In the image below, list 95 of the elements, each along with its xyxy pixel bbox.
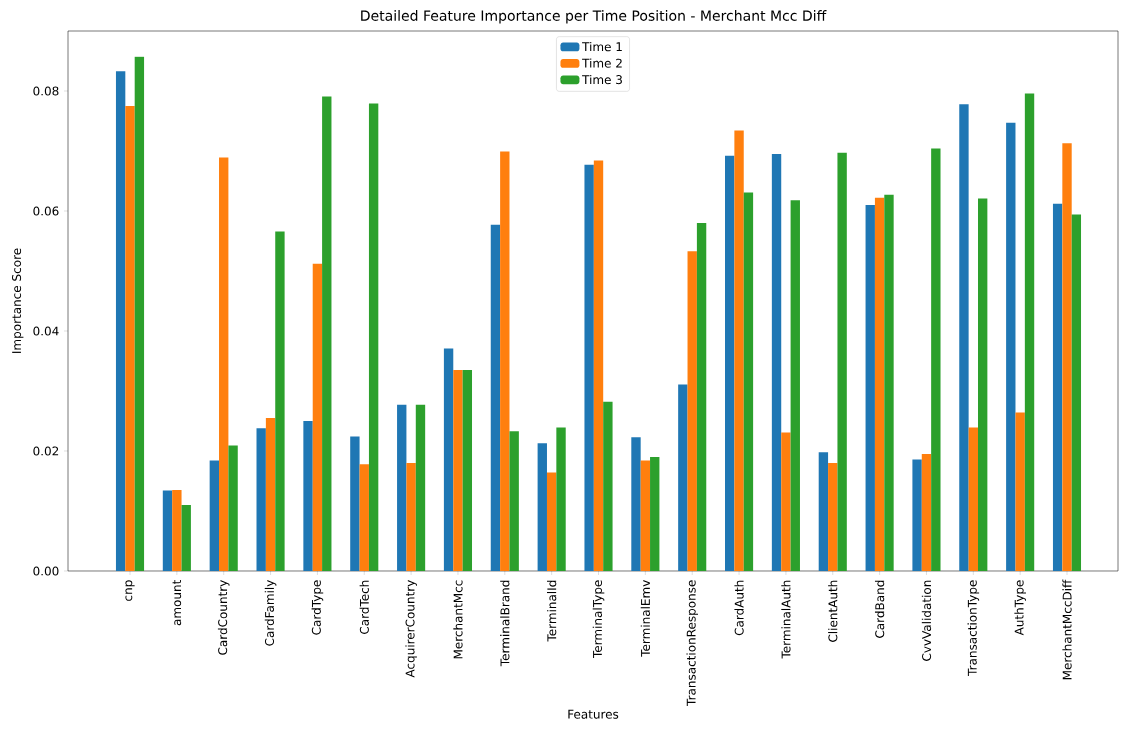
bar [275,231,285,571]
bar [931,148,941,571]
bar [1071,214,1082,571]
bar [1052,203,1063,571]
bar [771,154,782,571]
bar [959,104,969,571]
bar [640,460,651,571]
bar [1062,143,1072,571]
bar [322,96,332,571]
bar [687,251,697,571]
bar [790,200,800,571]
x-tick-label: CardFamily [264,580,277,646]
bar [219,157,229,571]
bar [462,370,473,571]
bar [500,151,510,571]
bar [556,427,566,571]
bar [884,194,894,571]
x-tick-label: ClientAuth [828,580,838,642]
x-tick-label: TerminalBrand [500,580,510,667]
bar [415,404,426,571]
bar [696,223,707,571]
y-tick-label: 0.04 [33,326,59,336]
bar [781,432,791,571]
bar [125,106,135,571]
legend-label: Time 3 [582,74,622,85]
bar [509,431,519,571]
bar [818,452,829,571]
bar [115,71,126,571]
x-tick-label: TransactionType [967,580,980,676]
y-tick-label: 0.00 [33,566,59,576]
x-tick-label: CvvValidation [921,580,932,661]
bar [631,437,641,571]
x-tick-label: TerminalType [592,580,605,659]
x-tick-label: AuthType [1014,580,1026,636]
x-tick-label: TerminalEmv [640,580,650,657]
legend-label: Time 1 [582,42,622,52]
x-tick-label: TransactionResponse [686,580,699,707]
x-tick-label: CardTech [359,580,369,634]
x-tick-label: CardBand [874,580,885,638]
x-tick-label: CardCountry [217,580,230,655]
bar [865,205,875,571]
bar [968,427,978,571]
bar [743,192,754,571]
bar [490,224,501,571]
bar [172,490,182,571]
bar [209,460,220,571]
x-tick-label: CardAuth [734,580,744,636]
bar [181,505,191,571]
bar [256,428,266,571]
bar [1024,93,1035,571]
bar [406,463,416,571]
bar [734,130,744,571]
x-tick-label: cnp [125,580,135,601]
x-tick-label: AcquirerCountry [405,580,417,678]
bar [443,348,454,571]
bar [359,464,369,571]
bar [912,459,922,571]
bar [1006,122,1016,571]
x-tick-label: CardType [311,580,324,635]
bar [1015,412,1025,571]
bar [874,197,885,571]
bar [228,445,238,571]
bar [828,463,838,571]
y-tick-label: 0.08 [33,86,59,96]
bar [134,56,145,571]
bar [921,454,932,571]
bar [678,384,688,571]
bar [837,152,847,571]
bar [162,490,173,571]
bar [650,457,660,571]
bar [584,164,594,571]
bar [397,404,407,571]
y-tick-label: 0.06 [33,206,59,216]
x-tick-label: MerchantMccDiff [1062,579,1072,680]
x-tick-label: MerchantMcc [453,580,463,659]
x-tick-label: TerminalAuth [781,580,791,659]
y-tick-label: 0.02 [33,446,59,456]
chart-title: Detailed Feature Importance per Time Position - Merchant Mcc Diff [361,10,827,24]
bar [265,418,276,571]
bar [546,472,557,571]
bar [978,198,988,571]
bar [725,155,735,571]
y-axis-title: Importance Score [12,248,24,353]
bar [603,401,613,571]
bar [312,263,323,571]
x-axis-title: Features [568,709,619,719]
bar [303,421,313,571]
legend-label: Time 2 [582,58,622,68]
x-tick-label: amount [172,580,182,626]
bar [453,370,463,571]
bar [593,160,604,571]
bar [368,103,379,571]
bar [350,436,360,571]
bar [537,443,547,571]
x-tick-label: TerminalId [547,580,557,642]
